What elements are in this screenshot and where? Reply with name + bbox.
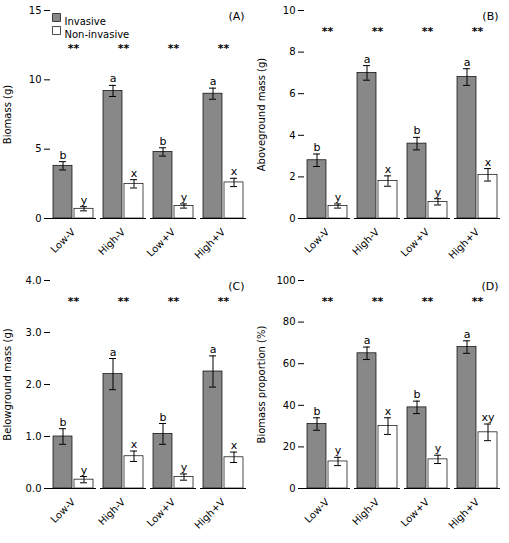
svg-text:b: b: [414, 124, 421, 137]
svg-text:b: b: [60, 416, 67, 429]
svg-text:**: **: [472, 25, 484, 38]
svg-text:**: **: [68, 42, 80, 55]
svg-text:a: a: [210, 75, 217, 88]
svg-text:y: y: [335, 191, 342, 204]
svg-text:High-V: High-V: [96, 496, 127, 527]
svg-text:a: a: [210, 343, 217, 356]
svg-text:**: **: [372, 295, 384, 308]
svg-text:**: **: [68, 295, 80, 308]
svg-text:xy: xy: [481, 411, 495, 424]
svg-text:High-V: High-V: [350, 226, 381, 257]
svg-text:Invasive: Invasive: [65, 16, 106, 27]
svg-text:Biomass (g): Biomass (g): [2, 85, 13, 144]
svg-text:2: 2: [289, 171, 295, 182]
svg-text:**: **: [168, 42, 180, 55]
svg-text:**: **: [218, 295, 230, 308]
svg-text:b: b: [60, 149, 67, 162]
svg-text:x: x: [131, 167, 138, 180]
svg-text:x: x: [385, 405, 392, 418]
svg-text:**: **: [118, 295, 130, 308]
svg-text:0.0: 0.0: [26, 483, 42, 494]
svg-text:0: 0: [35, 213, 41, 224]
svg-text:y: y: [435, 186, 442, 199]
svg-text:2.0: 2.0: [26, 379, 42, 390]
svg-text:8: 8: [289, 46, 295, 57]
svg-text:y: y: [335, 444, 342, 457]
svg-text:3.0: 3.0: [26, 327, 42, 338]
svg-text:80: 80: [283, 316, 296, 327]
svg-text:y: y: [181, 191, 188, 204]
svg-text:0: 0: [289, 213, 295, 224]
svg-text:y: y: [181, 461, 188, 474]
svg-text:Biomass proportion (%): Biomass proportion (%): [256, 326, 267, 444]
svg-text:**: **: [422, 295, 434, 308]
svg-text:**: **: [218, 42, 230, 55]
svg-text:4.0: 4.0: [26, 275, 42, 286]
svg-text:Low-V: Low-V: [48, 226, 77, 255]
svg-text:0: 0: [289, 483, 295, 494]
svg-text:Non-invasive: Non-invasive: [65, 29, 130, 40]
svg-text:x: x: [385, 163, 392, 176]
svg-text:x: x: [485, 156, 492, 169]
svg-text:x: x: [131, 438, 138, 451]
svg-text:**: **: [118, 42, 130, 55]
svg-text:10: 10: [283, 5, 296, 16]
svg-text:(C): (C): [228, 280, 244, 293]
svg-text:**: **: [422, 25, 434, 38]
svg-text:a: a: [364, 53, 371, 66]
svg-text:Low-V: Low-V: [48, 496, 77, 525]
svg-text:4: 4: [289, 130, 295, 141]
svg-text:b: b: [314, 405, 321, 418]
svg-text:b: b: [314, 141, 321, 154]
svg-text:**: **: [472, 295, 484, 308]
svg-text:x: x: [231, 439, 238, 452]
svg-text:Low+V: Low+V: [399, 496, 432, 529]
svg-text:High+V: High+V: [446, 226, 481, 261]
svg-text:40: 40: [283, 400, 296, 411]
svg-text:**: **: [322, 295, 334, 308]
svg-text:High+V: High+V: [446, 496, 481, 531]
svg-text:High+V: High+V: [192, 226, 227, 261]
svg-text:High-V: High-V: [350, 496, 381, 527]
svg-text:6: 6: [289, 88, 295, 99]
svg-text:b: b: [160, 135, 167, 148]
svg-text:Belowground mass (g): Belowground mass (g): [2, 328, 13, 440]
svg-text:Low-V: Low-V: [302, 496, 331, 525]
svg-text:a: a: [464, 56, 471, 69]
svg-text:b: b: [414, 388, 421, 401]
svg-text:20: 20: [283, 441, 296, 452]
svg-text:Low-V: Low-V: [302, 226, 331, 255]
svg-text:a: a: [364, 334, 371, 347]
svg-text:y: y: [81, 194, 88, 207]
svg-text:Low+V: Low+V: [399, 226, 432, 259]
svg-text:a: a: [464, 328, 471, 341]
svg-text:y: y: [81, 464, 88, 477]
svg-text:5: 5: [35, 143, 41, 154]
svg-text:60: 60: [283, 358, 296, 369]
svg-text:(D): (D): [481, 280, 498, 293]
svg-text:b: b: [160, 411, 167, 424]
svg-text:100: 100: [276, 275, 295, 286]
svg-text:y: y: [435, 442, 442, 455]
svg-text:a: a: [110, 72, 117, 85]
svg-text:(B): (B): [482, 10, 498, 23]
svg-text:(A): (A): [228, 10, 244, 23]
svg-text:x: x: [231, 165, 238, 178]
svg-text:High+V: High+V: [192, 496, 227, 531]
svg-text:15: 15: [29, 5, 42, 16]
svg-text:**: **: [372, 25, 384, 38]
svg-text:Low+V: Low+V: [145, 496, 178, 529]
svg-text:**: **: [322, 25, 334, 38]
svg-text:a: a: [110, 346, 117, 359]
svg-text:10: 10: [29, 74, 42, 85]
svg-text:Low+V: Low+V: [145, 226, 178, 259]
svg-text:High-V: High-V: [96, 226, 127, 257]
svg-text:1.0: 1.0: [26, 431, 42, 442]
svg-text:**: **: [168, 295, 180, 308]
svg-text:Aboveground mass (g): Aboveground mass (g): [256, 58, 267, 172]
